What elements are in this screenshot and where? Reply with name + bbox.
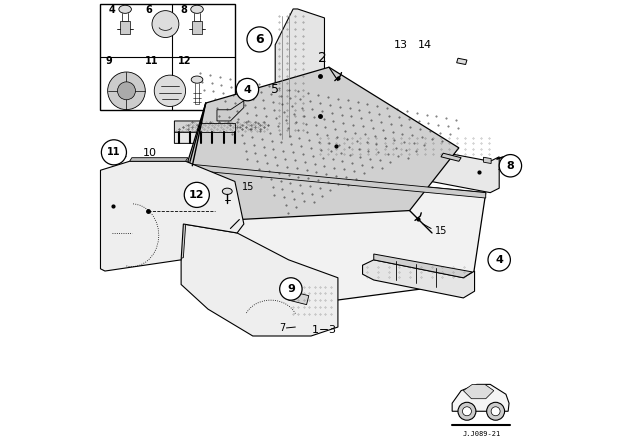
Circle shape <box>236 78 259 101</box>
Text: 4: 4 <box>495 255 503 265</box>
Text: 6: 6 <box>145 4 152 14</box>
Polygon shape <box>100 161 244 271</box>
Circle shape <box>499 155 522 177</box>
Text: 6: 6 <box>255 33 264 46</box>
Circle shape <box>101 140 127 165</box>
Text: 3: 3 <box>328 325 335 335</box>
Polygon shape <box>181 164 486 314</box>
Ellipse shape <box>222 188 232 194</box>
Text: 14: 14 <box>418 40 433 50</box>
Circle shape <box>280 278 302 300</box>
Circle shape <box>247 27 272 52</box>
Polygon shape <box>130 158 188 161</box>
Polygon shape <box>184 164 486 198</box>
Ellipse shape <box>119 5 131 13</box>
Text: 11: 11 <box>145 56 159 66</box>
Polygon shape <box>217 101 244 121</box>
Polygon shape <box>177 162 190 260</box>
Polygon shape <box>174 125 257 143</box>
Text: 12: 12 <box>189 190 205 200</box>
Polygon shape <box>441 153 461 161</box>
Circle shape <box>458 402 476 420</box>
Circle shape <box>152 11 179 38</box>
Circle shape <box>154 75 186 107</box>
Text: 15: 15 <box>242 182 255 192</box>
Text: J.J089-21: J.J089-21 <box>462 431 500 437</box>
Polygon shape <box>191 21 202 34</box>
Circle shape <box>491 407 500 416</box>
Text: 8: 8 <box>506 161 515 171</box>
Text: 9: 9 <box>287 284 295 294</box>
Text: 5: 5 <box>271 83 279 96</box>
Polygon shape <box>463 384 494 399</box>
Text: 8: 8 <box>180 4 188 14</box>
Polygon shape <box>484 157 491 164</box>
Text: 11: 11 <box>107 147 121 157</box>
Ellipse shape <box>191 5 204 13</box>
Polygon shape <box>120 21 131 34</box>
Polygon shape <box>362 260 475 298</box>
Text: 15: 15 <box>435 226 447 236</box>
Polygon shape <box>457 58 467 65</box>
Polygon shape <box>199 123 235 132</box>
Circle shape <box>463 407 472 416</box>
Polygon shape <box>289 291 309 305</box>
Text: 10: 10 <box>143 148 157 158</box>
Text: 1: 1 <box>312 325 319 335</box>
Bar <box>100 4 235 110</box>
Text: 13: 13 <box>394 40 408 50</box>
Polygon shape <box>188 67 459 220</box>
Circle shape <box>184 182 209 207</box>
Polygon shape <box>374 254 472 278</box>
Text: 4: 4 <box>243 85 252 95</box>
Text: 7: 7 <box>279 323 285 333</box>
Text: 4: 4 <box>109 4 115 14</box>
Circle shape <box>118 82 136 100</box>
Circle shape <box>486 402 504 420</box>
Polygon shape <box>181 224 338 336</box>
Text: 2: 2 <box>318 51 326 65</box>
Circle shape <box>108 72 145 110</box>
Circle shape <box>488 249 511 271</box>
Text: 9: 9 <box>106 56 113 66</box>
Polygon shape <box>316 130 499 193</box>
Polygon shape <box>275 9 324 143</box>
Text: 12: 12 <box>178 56 191 66</box>
Polygon shape <box>452 384 509 411</box>
Ellipse shape <box>191 76 203 83</box>
Polygon shape <box>174 108 271 132</box>
